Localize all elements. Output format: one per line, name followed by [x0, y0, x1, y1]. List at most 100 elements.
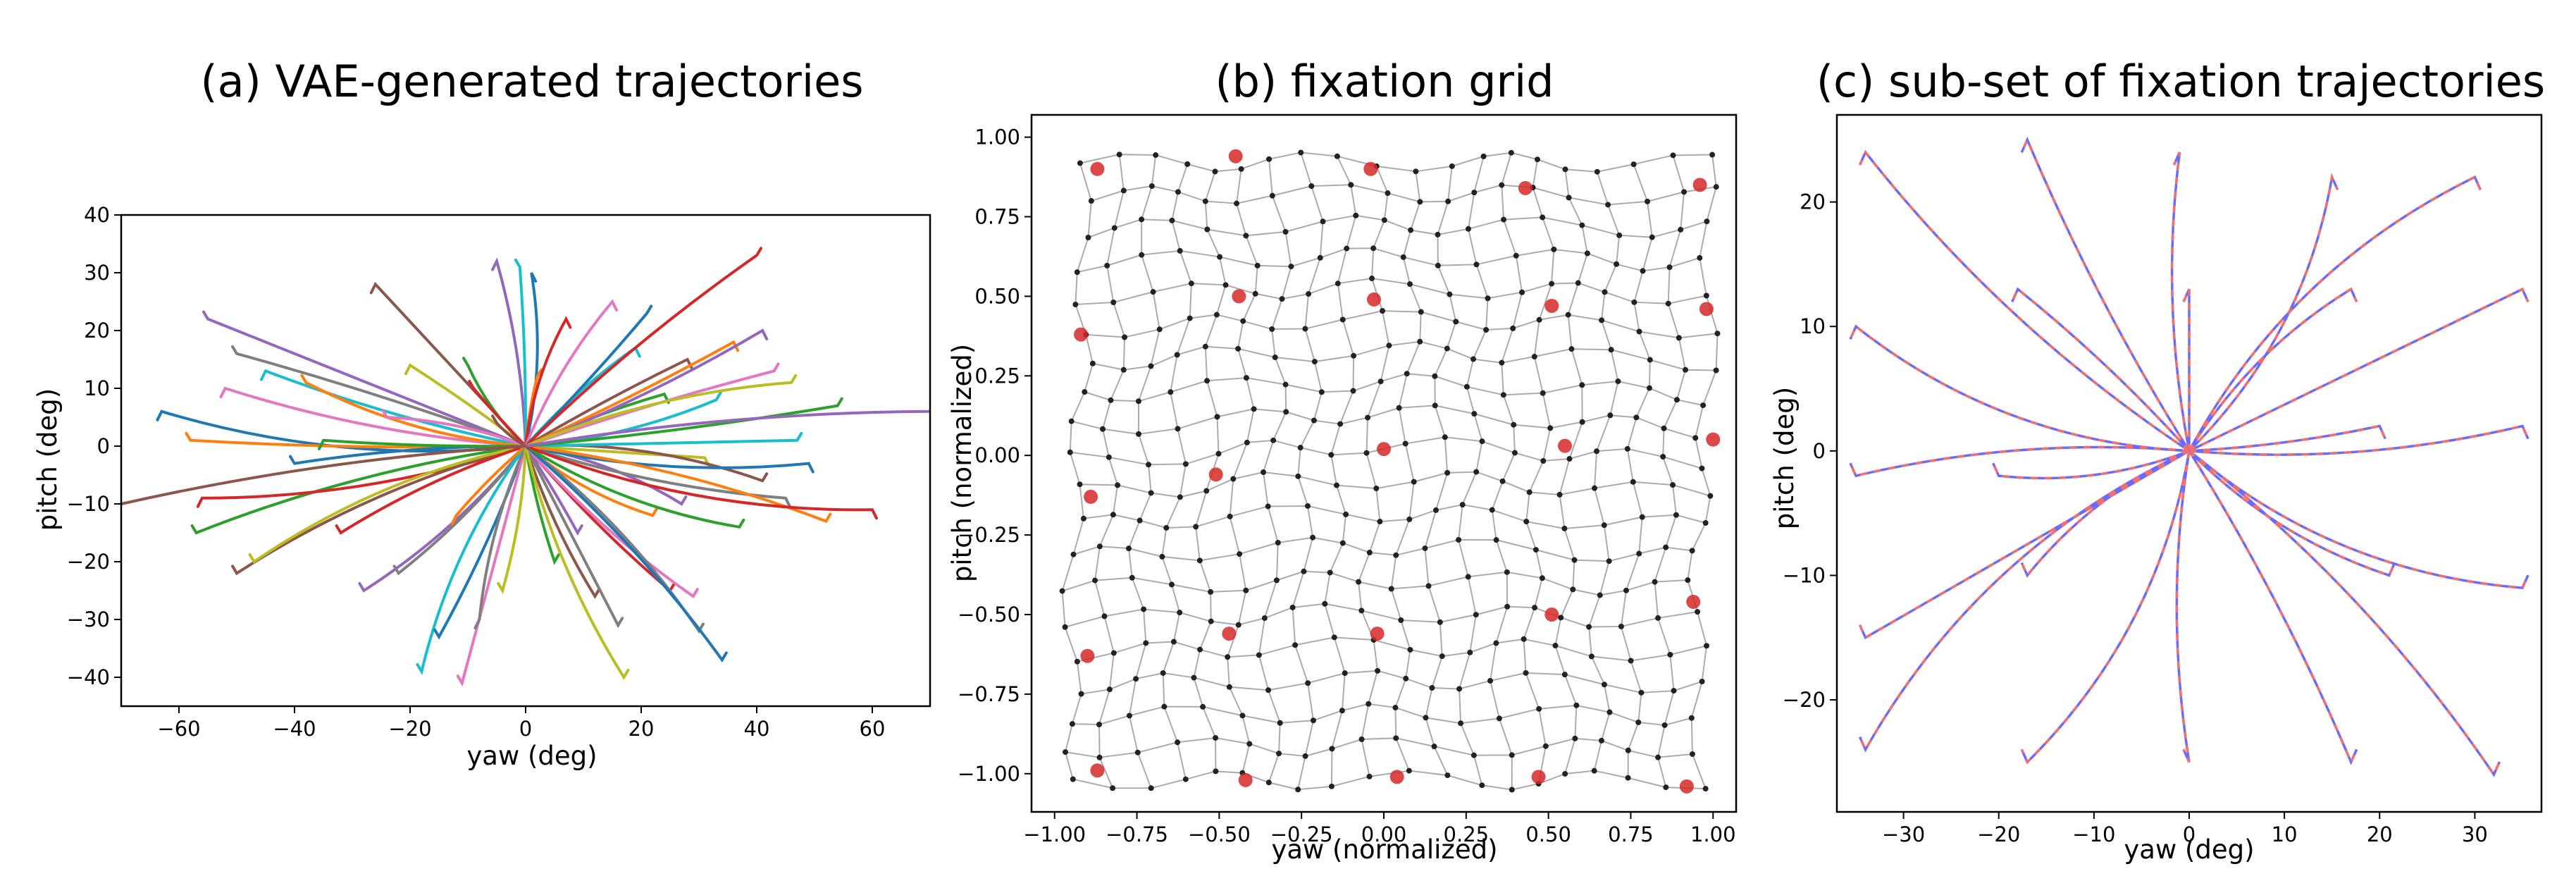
chart-b-grid-col [1490, 152, 1523, 790]
chart-a-trajectory [524, 445, 745, 529]
chart-b-grid-point [1301, 568, 1307, 574]
chart-b-xtick-label: −1.00 [1023, 822, 1086, 846]
chart-b-grid-point [1511, 421, 1517, 428]
chart-b-highlight-point [1370, 627, 1385, 641]
chart-b-grid-point [1628, 658, 1634, 664]
chart-c-xtick-label: −10 [2072, 822, 2115, 846]
chart-c-trajectory-overlay [2020, 136, 2191, 452]
chart-b-grid-point [1526, 489, 1532, 495]
chart-a-ytick-label: 30 [84, 261, 110, 285]
chart-b-grid-row [1091, 184, 1716, 206]
chart-b-grid-point [1200, 703, 1206, 710]
chart-b-ytick-label: 0.25 [974, 364, 1020, 388]
chart-b-grid-point [1519, 289, 1525, 295]
chart-b-grid-point [1579, 419, 1585, 425]
chart-b-grid-point [1700, 402, 1707, 409]
chart-b-grid-point [1363, 450, 1370, 456]
chart-b-grid-point [1381, 217, 1387, 223]
chart-b-grid-point [1068, 418, 1075, 424]
chart-b-grid-col [1061, 163, 1094, 779]
chart-b-grid-point [1398, 617, 1404, 623]
chart-b-grid-point [1532, 605, 1538, 611]
chart-c-xlabel: yaw (deg) [2124, 834, 2254, 865]
chart-b-grid-point [1175, 189, 1181, 195]
chart-b-grid-point [1243, 375, 1249, 381]
chart-b-highlight-point [1544, 608, 1559, 622]
chart-b-grid [1059, 149, 1721, 793]
chart-b-grid-point [1272, 354, 1278, 361]
chart-b-grid-point [1496, 715, 1502, 722]
chart-b-grid-point [1444, 469, 1451, 476]
chart-b-grid-point [1074, 269, 1080, 276]
chart-b-xlabel: yaw (normalized) [1271, 834, 1497, 865]
chart-b-grid-point [1234, 200, 1240, 206]
chart-b-grid-point [1539, 575, 1545, 581]
chart-b-highlights [1074, 149, 1721, 794]
chart-a-xtick-label: 20 [628, 717, 655, 741]
chart-c-xtick-label: 10 [2272, 822, 2298, 846]
chart-b-grid-point [1227, 513, 1233, 519]
chart-b-grid-point [1588, 653, 1594, 660]
chart-b-grid-point [1655, 615, 1661, 621]
chart-b-grid-point [1070, 776, 1076, 782]
chart-b-grid-point [1615, 378, 1621, 385]
chart-b-grid-point [1549, 280, 1555, 287]
chart-b-grid-point [1191, 674, 1197, 681]
chart-a-trajectory [456, 445, 527, 687]
chart-b-grid-point [1116, 152, 1122, 158]
chart-b-grid-point [1702, 786, 1709, 792]
chart-b-grid-point [1489, 507, 1495, 513]
chart-b-grid-point [1175, 739, 1181, 746]
chart-b-grid-point [1339, 316, 1346, 323]
chart-b-grid-point [1437, 619, 1443, 625]
chart-b-grid-point [1096, 754, 1103, 760]
chart-b-grid-point [1688, 715, 1695, 721]
chart-c-x-ticks: −30 −20 −10 0 10 20 30 [1882, 812, 2488, 846]
chart-b-grid-col [1258, 159, 1292, 783]
chart-c: (c) sub-set of fixation trajectories −30… [1769, 56, 2545, 865]
chart-b-grid-point [1456, 686, 1463, 692]
chart-b-grid-col [1292, 152, 1324, 790]
chart-b-grid-col [1094, 154, 1126, 789]
chart-b-grid-point [1261, 615, 1268, 622]
chart-b-grid-point [1709, 152, 1716, 158]
chart-a-trajectory [524, 357, 693, 448]
chart-b-grid-point [1182, 461, 1189, 467]
chart-b-grid-point [1685, 577, 1691, 584]
chart-a-trajectory [392, 445, 527, 576]
chart-b-grid-row [1072, 703, 1692, 726]
chart-c-trajectory-overlay [2020, 450, 2191, 765]
chart-b-grid-point [1663, 784, 1669, 791]
chart-c-trajectory-overlay [2170, 152, 2191, 452]
chart-a-trajectory [524, 445, 699, 599]
chart-b-grid-col [1523, 159, 1555, 784]
chart-b-grid-point [1425, 583, 1432, 589]
chart-b-grid-point [1246, 741, 1253, 747]
chart-a-ytick-label: 20 [84, 319, 110, 343]
chart-b-grid-point [1269, 192, 1275, 199]
chart-c-ytick-label: 20 [1800, 190, 1826, 214]
chart-b-ytick-label: 0.00 [974, 443, 1020, 467]
chart-b-grid-point [1375, 667, 1381, 674]
chart-c-trajectory-overlay [2175, 450, 2191, 763]
chart-a-trajectory [524, 316, 572, 448]
chart-b-grid-point [1558, 615, 1564, 621]
chart-b-grid-point [1599, 317, 1605, 323]
chart-b-grid-point [1174, 352, 1180, 358]
chart-b-grid-point [1504, 569, 1510, 575]
chart-b-grid-point [1444, 772, 1451, 779]
chart-b-grid-point [1150, 289, 1156, 295]
chart-b-grid-point [1510, 325, 1516, 331]
chart-b-grid-point [1661, 425, 1667, 431]
chart-c-trajectory-overlay [1858, 450, 2190, 753]
chart-b-grid-point [1423, 715, 1429, 721]
chart-b-grid-point [1282, 228, 1289, 235]
chart-b-grid-col [1227, 168, 1258, 773]
chart-b-grid-point [1561, 525, 1568, 531]
chart-b-grid-point [1624, 445, 1630, 452]
chart-b-grid-point [1256, 652, 1262, 658]
chart-b-grid-col [1127, 154, 1160, 789]
chart-b-grid-row [1092, 340, 1716, 371]
chart-b-grid-point [1110, 785, 1116, 791]
chart-a-xtick-label: 40 [744, 717, 770, 741]
